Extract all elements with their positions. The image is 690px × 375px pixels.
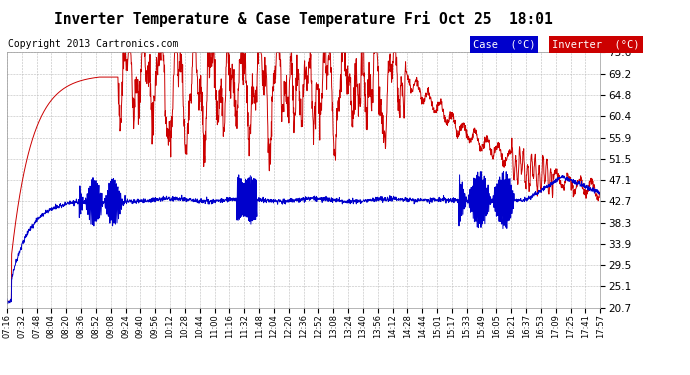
Text: Inverter  (°C): Inverter (°C) <box>552 39 640 50</box>
Text: Inverter Temperature & Case Temperature Fri Oct 25  18:01: Inverter Temperature & Case Temperature … <box>55 11 553 27</box>
Text: Copyright 2013 Cartronics.com: Copyright 2013 Cartronics.com <box>8 39 179 50</box>
Text: Case  (°C): Case (°C) <box>473 39 535 50</box>
